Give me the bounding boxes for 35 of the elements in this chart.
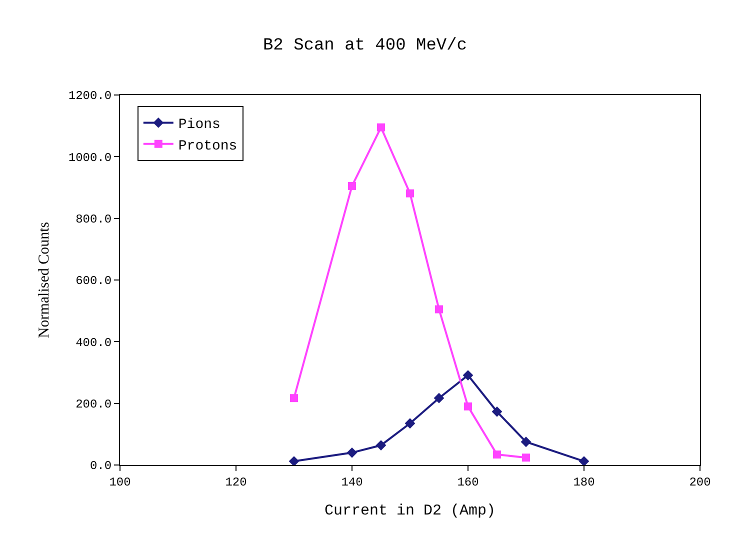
- point: [578, 456, 590, 465]
- y-tick-label: 400.0: [76, 336, 112, 350]
- x-tick-label: 120: [225, 475, 247, 490]
- point: [520, 436, 532, 448]
- point: [348, 182, 356, 190]
- x-tick-label: 200: [689, 475, 711, 490]
- y-tick-label: 800.0: [76, 212, 112, 227]
- point: [376, 440, 386, 450]
- chart-title: B2 Scan at 400 MeV/c: [262, 36, 468, 56]
- point: [522, 454, 530, 462]
- x-tick-label: 140: [341, 475, 363, 490]
- point: [462, 370, 474, 380]
- legend-label: Protons: [178, 138, 238, 154]
- x-tick-label: 180: [573, 475, 595, 490]
- y-tick-label: 1000.0: [68, 150, 112, 165]
- point: [493, 450, 501, 459]
- y-tick-label: 0.0: [90, 459, 112, 474]
- y-axis-title: Normalised Counts: [36, 222, 53, 338]
- legend-label: Pions: [178, 117, 220, 134]
- x-axis-title: Current in D2 (Amp): [324, 502, 496, 520]
- point: [290, 394, 298, 402]
- y-tick-label: 600.0: [76, 274, 112, 288]
- point: [288, 456, 300, 465]
- point: [464, 402, 472, 410]
- point: [434, 392, 444, 404]
- point: [406, 189, 414, 198]
- x-tick-label: 100: [109, 475, 131, 490]
- x-tick-label: 160: [457, 475, 479, 490]
- point: [346, 447, 358, 458]
- y-tick-label: 1200.0: [68, 89, 112, 104]
- point: [404, 418, 416, 429]
- point: [435, 305, 443, 314]
- y-tick-label: 200.0: [76, 398, 112, 412]
- point: [492, 406, 502, 417]
- point: [377, 123, 385, 132]
